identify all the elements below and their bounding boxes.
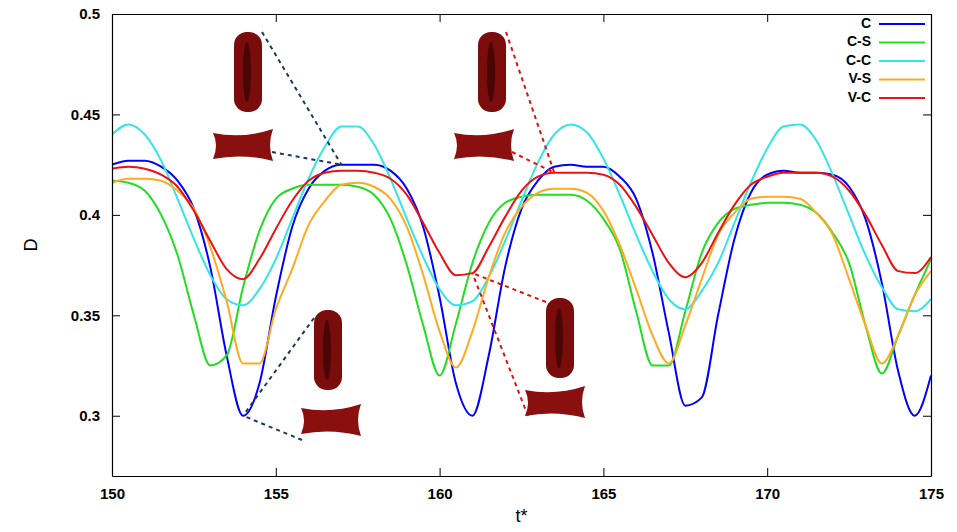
y-axis-title: D bbox=[21, 239, 41, 252]
background bbox=[0, 0, 957, 532]
tick bbox=[923, 114, 931, 115]
cell-side-view bbox=[525, 386, 585, 418]
tick-mark bbox=[923, 315, 931, 316]
tick-mark bbox=[112, 315, 120, 316]
cell-side-view bbox=[213, 129, 273, 161]
tick bbox=[276, 14, 277, 22]
leader-line bbox=[262, 32, 341, 165]
tick-label: 170 bbox=[755, 485, 780, 502]
axis-line bbox=[113, 14, 932, 15]
legend-label: V-S bbox=[848, 70, 871, 86]
y-axis: 0.3 0.35 0.4 0.45 0.5 bbox=[71, 5, 120, 476]
legend-label: C bbox=[861, 15, 871, 31]
legend-swatch bbox=[879, 97, 925, 99]
tick-mark bbox=[276, 468, 277, 476]
tick-label: 0.35 bbox=[71, 307, 100, 324]
tick-label: 165 bbox=[591, 485, 616, 502]
legend-swatch bbox=[879, 60, 925, 62]
tick-mark bbox=[603, 14, 604, 22]
legend-swatch bbox=[879, 23, 925, 25]
axis-line bbox=[931, 15, 932, 477]
cell-dimple bbox=[487, 42, 495, 102]
tick-mark bbox=[603, 468, 604, 476]
leader-line bbox=[472, 273, 528, 416]
cell-top-view bbox=[314, 310, 342, 390]
tick bbox=[923, 416, 931, 417]
cell-dimple bbox=[555, 308, 563, 368]
tick-label: 150 bbox=[100, 485, 125, 502]
tick-mark bbox=[923, 14, 931, 15]
tick-mark bbox=[923, 114, 931, 115]
y-axis-right bbox=[923, 15, 932, 477]
cell-side-view bbox=[454, 129, 514, 161]
leader-line bbox=[512, 152, 554, 173]
tick-label: 0.5 bbox=[79, 5, 100, 22]
tick bbox=[923, 215, 931, 216]
lines bbox=[112, 124, 931, 415]
leader-line bbox=[272, 152, 341, 165]
tick: 160 bbox=[428, 468, 453, 502]
tick-label: 0.45 bbox=[71, 106, 100, 123]
legend-swatch bbox=[879, 42, 925, 44]
x-axis-title: t* bbox=[515, 506, 527, 526]
chart: 1501551601651701750.30.350.40.450.5t*DCC… bbox=[0, 0, 957, 532]
tick bbox=[923, 315, 931, 316]
cell-top-view bbox=[546, 298, 574, 378]
x-axis-top bbox=[113, 14, 932, 22]
tick-label: 0.3 bbox=[79, 407, 100, 424]
leader-line bbox=[243, 416, 302, 440]
tick: 155 bbox=[264, 468, 289, 502]
tick-mark bbox=[767, 14, 768, 22]
tick-label: 175 bbox=[919, 485, 944, 502]
cell-top-view bbox=[478, 32, 506, 112]
series-line bbox=[112, 181, 931, 376]
tick bbox=[923, 14, 931, 15]
tick: 165 bbox=[591, 468, 616, 502]
tick-mark bbox=[276, 14, 277, 22]
tick-label: 155 bbox=[264, 485, 289, 502]
x-axis: 150 155 160 165 170 175 bbox=[100, 468, 944, 502]
tick-mark bbox=[923, 416, 931, 417]
tick bbox=[112, 14, 113, 22]
tick-mark bbox=[923, 215, 931, 216]
cell-dimple bbox=[243, 42, 251, 102]
tick: 0.45 bbox=[71, 106, 120, 123]
legend: C C-S C-C V-S V-C bbox=[846, 15, 925, 105]
cell-top-view bbox=[234, 32, 262, 112]
tick-label: 0.4 bbox=[79, 206, 101, 223]
tick bbox=[603, 14, 604, 22]
tick: 0.5 bbox=[79, 5, 120, 22]
legend-label: C-C bbox=[846, 52, 871, 68]
series-line bbox=[112, 167, 931, 279]
cell-dimple bbox=[323, 320, 331, 380]
tick-mark bbox=[767, 468, 768, 476]
tick-mark bbox=[440, 468, 441, 476]
illustrations bbox=[213, 32, 585, 440]
legend-label: C-S bbox=[847, 33, 871, 49]
tick bbox=[440, 14, 441, 22]
legend-swatch bbox=[879, 79, 925, 81]
axis-line bbox=[113, 476, 932, 477]
tick bbox=[767, 14, 768, 22]
series-line bbox=[112, 179, 931, 368]
tick: 0.4 bbox=[79, 206, 120, 223]
tick: 0.3 bbox=[79, 407, 120, 424]
axis-line bbox=[112, 15, 113, 477]
series-line bbox=[112, 124, 931, 311]
tick-mark bbox=[112, 114, 120, 115]
cell-side-view bbox=[301, 404, 361, 436]
tick: 170 bbox=[755, 468, 780, 502]
leader-line bbox=[243, 318, 314, 416]
tick-mark bbox=[112, 14, 113, 22]
tick-mark bbox=[112, 215, 120, 216]
tick-mark bbox=[440, 14, 441, 22]
leader-line bbox=[472, 273, 546, 302]
tick-label: 160 bbox=[428, 485, 453, 502]
tick: 0.35 bbox=[71, 307, 120, 324]
tick-mark bbox=[112, 416, 120, 417]
leader-line bbox=[506, 32, 554, 173]
legend-label: V-C bbox=[848, 89, 871, 105]
